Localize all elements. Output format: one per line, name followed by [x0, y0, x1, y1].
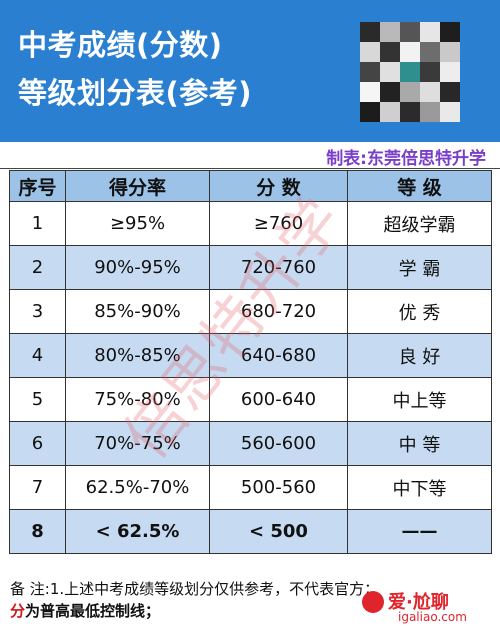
col-header-rate: 得分率: [65, 170, 210, 202]
cell-rate: < 62.5%: [65, 509, 210, 554]
col-header-score: 分 数: [209, 170, 348, 202]
footnote-line-2: 分为普高最低控制线；: [10, 600, 490, 622]
footnote-line-1: 备 注:1.上述中考成绩等级划分仅供参考，不代表官方；: [10, 580, 380, 598]
cell-grade: 优 秀: [347, 289, 492, 334]
cell-grade: 超级学霸: [347, 201, 492, 246]
col-header-grade: 等 级: [347, 170, 492, 202]
cell-score: 600-640: [209, 377, 348, 422]
page-subtitle: 等级划分表(参考): [18, 76, 253, 110]
cell-grade: 中 等: [347, 421, 492, 466]
table-header-row: 序号 得分率 分 数 等 级: [9, 170, 492, 202]
cell-grade: 中下等: [347, 465, 492, 510]
footnote-line-2-text: 为普高最低控制线；: [25, 602, 161, 620]
brand-name: 爱·尬聊: [388, 592, 449, 613]
header-banner: 中考成绩(分数) 等级划分表(参考): [0, 0, 500, 142]
cell-rate: ≥95%: [65, 201, 210, 246]
footnote-highlight: 分: [10, 602, 26, 620]
col-header-no: 序号: [9, 170, 66, 202]
cell-score: ≥760: [209, 201, 348, 246]
cell-no: 5: [9, 377, 66, 422]
cell-score: < 500: [209, 509, 348, 554]
cell-rate: 80%-85%: [65, 333, 210, 378]
cell-score: 680-720: [209, 289, 348, 334]
cell-rate: 85%-90%: [65, 289, 210, 334]
page-title: 中考成绩(分数): [18, 28, 223, 62]
cell-score: 640-680: [209, 333, 348, 378]
cell-score: 500-560: [209, 465, 348, 510]
cell-grade: ——: [347, 509, 492, 554]
brand-url: igaliao.com: [398, 610, 467, 624]
cell-no: 3: [9, 289, 66, 334]
table-row: 3 85%-90% 680-720 优 秀: [9, 289, 492, 334]
cell-grade: 中上等: [347, 377, 492, 422]
cell-grade: 良 好: [347, 333, 492, 378]
table-row: 1 ≥95% ≥760 超级学霸: [9, 201, 492, 246]
cell-no: 8: [9, 509, 66, 554]
cell-no: 2: [9, 245, 66, 290]
grade-table: 序号 得分率 分 数 等 级 1 ≥95% ≥760 超级学霸 2 90%-95…: [9, 170, 492, 554]
brand-logo-icon: [362, 591, 384, 613]
cell-no: 6: [9, 421, 66, 466]
footnote: 备 注:1.上述中考成绩等级划分仅供参考，不代表官方； 分为普高最低控制线；: [10, 578, 490, 622]
qr-code-image: [360, 22, 460, 122]
credit-text: 制表:东莞倍思特升学: [326, 149, 486, 169]
cell-no: 7: [9, 465, 66, 510]
table-row: 5 75%-80% 600-640 中上等: [9, 377, 492, 422]
cell-no: 1: [9, 201, 66, 246]
cell-rate: 62.5%-70%: [65, 465, 210, 510]
table-row: 6 70%-75% 560-600 中 等: [9, 421, 492, 466]
cell-score: 560-600: [209, 421, 348, 466]
cell-score: 720-760: [209, 245, 348, 290]
table-row: 8 < 62.5% < 500 ——: [9, 509, 492, 554]
table-row: 4 80%-85% 640-680 良 好: [9, 333, 492, 378]
cell-rate: 70%-75%: [65, 421, 210, 466]
table-row: 2 90%-95% 720-760 学 霸: [9, 245, 492, 290]
cell-no: 4: [9, 333, 66, 378]
cell-rate: 90%-95%: [65, 245, 210, 290]
table-row: 7 62.5%-70% 500-560 中下等: [9, 465, 492, 510]
credit-bar: 制表:东莞倍思特升学: [0, 142, 500, 169]
cell-rate: 75%-80%: [65, 377, 210, 422]
cell-grade: 学 霸: [347, 245, 492, 290]
